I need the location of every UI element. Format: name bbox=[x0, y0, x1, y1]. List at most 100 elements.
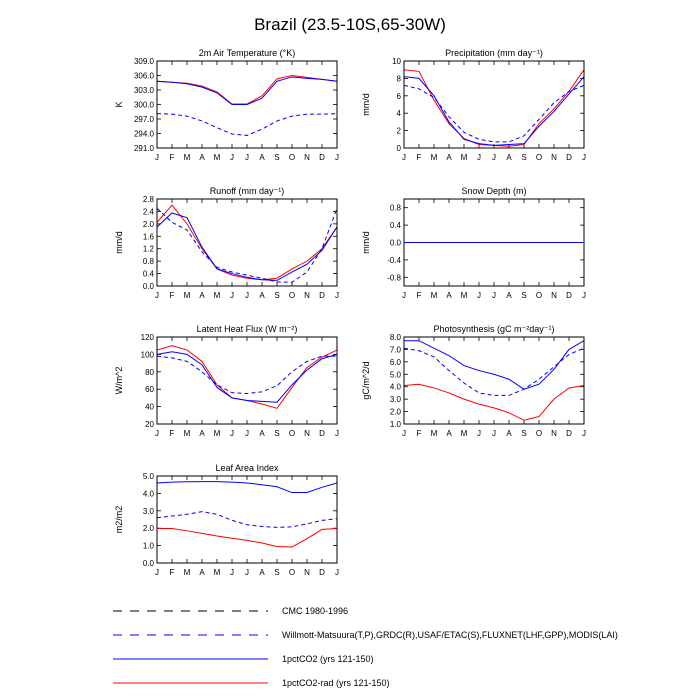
y-tick-label: 6.0 bbox=[390, 358, 402, 367]
y-tick-label: 3.0 bbox=[143, 507, 155, 516]
x-tick-label: M bbox=[461, 291, 468, 300]
x-tick-label: D bbox=[566, 429, 572, 438]
x-tick-label: F bbox=[170, 429, 175, 438]
y-tick-label: 7.0 bbox=[390, 345, 402, 354]
x-tick-label: J bbox=[155, 568, 159, 577]
panel-3: Snow Depth (m)mm/d-0.8-0.40.00.40.8J F M A M… bbox=[361, 186, 586, 300]
x-tick-label: F bbox=[170, 291, 175, 300]
x-tick-label: J bbox=[230, 568, 234, 577]
x-tick-label: J bbox=[492, 291, 496, 300]
y-axis-label: gC/m^2/d bbox=[361, 361, 371, 399]
y-tick-label: 120 bbox=[141, 333, 155, 342]
panel-title: Latent Heat Flux (W m⁻²) bbox=[197, 324, 298, 334]
x-tick-label: S bbox=[274, 568, 279, 577]
y-tick-label: 0 bbox=[397, 144, 402, 153]
y-tick-label: 2.0 bbox=[143, 220, 155, 229]
series-line-1 bbox=[157, 76, 337, 105]
x-tick-label: A bbox=[446, 153, 452, 162]
y-tick-label: 80 bbox=[145, 368, 154, 377]
x-tick-label: M bbox=[184, 291, 191, 300]
series-line-2 bbox=[157, 355, 337, 395]
series-line-2 bbox=[157, 511, 337, 528]
y-tick-label: 0.0 bbox=[143, 559, 155, 568]
series-line-2 bbox=[404, 347, 584, 396]
y-axis-label: m2/m2 bbox=[114, 506, 124, 534]
x-tick-label: A bbox=[446, 429, 452, 438]
y-tick-label: 0.0 bbox=[390, 239, 402, 248]
x-tick-label: J bbox=[582, 291, 586, 300]
plot-frame bbox=[403, 60, 585, 149]
y-tick-label: 4.0 bbox=[143, 489, 155, 498]
y-tick-label: 100 bbox=[141, 350, 155, 359]
x-tick-label: F bbox=[417, 291, 422, 300]
plot-frame bbox=[403, 336, 585, 425]
x-tick-label: J bbox=[155, 429, 159, 438]
y-tick-label: 0.0 bbox=[143, 282, 155, 291]
y-tick-label: 0.8 bbox=[143, 257, 155, 266]
y-tick-label: 297.0 bbox=[134, 115, 155, 124]
x-tick-label: J bbox=[582, 153, 586, 162]
y-tick-label: 0.4 bbox=[390, 221, 402, 230]
series-line-0 bbox=[404, 383, 584, 421]
panel-title: Photosynthesis (gC m⁻²day⁻¹) bbox=[433, 324, 554, 334]
x-tick-label: M bbox=[214, 153, 221, 162]
x-tick-label: M bbox=[431, 429, 438, 438]
x-tick-label: S bbox=[521, 429, 526, 438]
x-tick-label: J bbox=[245, 568, 249, 577]
x-tick-label: J bbox=[230, 429, 234, 438]
panel-title: Snow Depth (m) bbox=[461, 186, 526, 196]
panel-title: Runoff (mm day⁻¹) bbox=[210, 186, 285, 196]
series-line-1 bbox=[157, 351, 337, 403]
x-tick-label: J bbox=[245, 429, 249, 438]
x-tick-label: F bbox=[417, 429, 422, 438]
x-tick-label: J bbox=[245, 291, 249, 300]
x-tick-label: A bbox=[199, 429, 205, 438]
y-tick-label: 303.0 bbox=[134, 86, 155, 95]
x-tick-label: O bbox=[536, 291, 542, 300]
y-tick-label: 4.0 bbox=[390, 383, 402, 392]
y-tick-label: 3.0 bbox=[390, 395, 402, 404]
x-tick-label: F bbox=[170, 568, 175, 577]
x-tick-label: D bbox=[319, 153, 325, 162]
x-tick-label: O bbox=[289, 429, 295, 438]
y-tick-label: 20 bbox=[145, 420, 154, 429]
x-tick-label: J bbox=[492, 429, 496, 438]
y-tick-label: 309.0 bbox=[134, 57, 155, 66]
x-tick-label: J bbox=[335, 153, 339, 162]
x-tick-label: D bbox=[319, 291, 325, 300]
x-tick-label: J bbox=[155, 291, 159, 300]
x-tick-label: J bbox=[402, 291, 406, 300]
panel-2: Runoff (mm day⁻¹) mm/d 0.0 0.4 0.8 1.2 1.6 2.0 2… bbox=[114, 186, 339, 300]
legend-label-3: 1pctCO2-rad (yrs 121-150) bbox=[282, 678, 390, 688]
x-tick-label: S bbox=[274, 429, 279, 438]
x-tick-label: M bbox=[461, 429, 468, 438]
x-tick-label: M bbox=[184, 568, 191, 577]
panel-6: Leaf Area Index m2/m2 0.0 1.0 2.0 3.0 4.0 5.0 J F… bbox=[114, 463, 339, 577]
y-tick-label: 1.6 bbox=[143, 232, 155, 241]
y-tick-label: 300.0 bbox=[134, 101, 155, 110]
y-tick-label: 2.0 bbox=[143, 524, 155, 533]
x-tick-label: D bbox=[319, 568, 325, 577]
x-tick-label: M bbox=[214, 429, 221, 438]
x-tick-label: J bbox=[245, 153, 249, 162]
x-tick-label: A bbox=[199, 153, 205, 162]
panel-title: 2m Air Temperature (°K) bbox=[199, 48, 295, 58]
x-tick-label: J bbox=[582, 429, 586, 438]
plot-frame bbox=[156, 198, 338, 287]
legend-label-2: 1pctCO2 (yrs 121-150) bbox=[282, 654, 374, 664]
x-tick-label: N bbox=[304, 153, 310, 162]
x-tick-label: A bbox=[259, 568, 265, 577]
x-tick-label: J bbox=[477, 429, 481, 438]
x-tick-label: M bbox=[184, 429, 191, 438]
y-tick-label: 5.0 bbox=[143, 472, 155, 481]
y-axis-label: mm/d bbox=[361, 231, 371, 254]
x-tick-label: M bbox=[461, 153, 468, 162]
y-tick-label: 2.0 bbox=[390, 408, 402, 417]
x-tick-label: J bbox=[230, 291, 234, 300]
series-line-0 bbox=[157, 528, 337, 548]
x-tick-label: M bbox=[184, 153, 191, 162]
x-tick-label: O bbox=[289, 291, 295, 300]
y-tick-label: 1.0 bbox=[390, 420, 402, 429]
